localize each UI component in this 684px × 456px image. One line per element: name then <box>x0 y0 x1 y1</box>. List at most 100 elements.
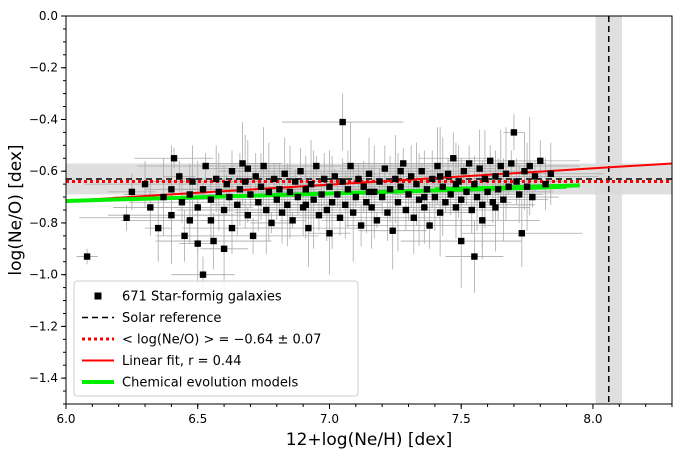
y-tick-label: −1.0 <box>29 268 58 282</box>
data-point <box>487 157 494 165</box>
data-point <box>220 245 228 252</box>
data-point <box>220 206 228 214</box>
data-point <box>199 271 207 278</box>
data-point <box>429 175 436 183</box>
data-point <box>83 253 91 260</box>
data-point <box>442 199 449 206</box>
data-point <box>523 183 531 190</box>
data-point <box>223 180 230 188</box>
data-point <box>502 170 510 177</box>
data-point <box>342 201 349 209</box>
data-point <box>339 118 346 126</box>
data-point <box>386 186 394 193</box>
data-point <box>413 180 420 188</box>
data-point <box>294 193 302 201</box>
legend-label: Chemical evolution models <box>122 376 298 391</box>
data-point <box>265 188 273 196</box>
data-point <box>349 209 357 216</box>
data-point <box>468 206 475 214</box>
y-axis-label: log(Ne/O) [dex] <box>6 144 26 275</box>
data-point <box>323 206 331 214</box>
data-point <box>278 209 286 216</box>
legend-label: Solar reference <box>122 311 221 326</box>
data-point <box>458 237 465 245</box>
data-point <box>392 175 399 183</box>
data-point <box>537 157 544 165</box>
data-point <box>160 193 167 201</box>
data-point <box>400 160 407 167</box>
data-point <box>176 173 183 180</box>
data-point <box>479 201 486 209</box>
y-tick-label: −1.2 <box>29 319 58 333</box>
data-point <box>186 191 194 198</box>
data-point <box>210 237 217 245</box>
data-point <box>381 165 389 172</box>
data-point <box>394 199 402 206</box>
x-axis-label: 12+log(Ne/H) [dex] <box>286 430 452 450</box>
data-point <box>326 183 333 190</box>
data-point <box>263 206 270 214</box>
x-tick-label: 6.0 <box>56 412 75 426</box>
data-point <box>494 186 502 193</box>
data-point <box>207 217 215 224</box>
data-point <box>168 211 175 219</box>
data-point <box>270 175 278 183</box>
data-point <box>405 191 412 198</box>
data-point <box>305 224 312 232</box>
data-point <box>526 162 533 170</box>
data-point <box>423 186 431 193</box>
data-point <box>244 165 251 172</box>
data-point <box>518 230 526 237</box>
data-point <box>226 193 233 201</box>
data-point <box>244 211 251 219</box>
data-point <box>365 188 373 196</box>
data-point <box>389 227 396 234</box>
data-point <box>458 196 465 203</box>
y-tick-label: 0.0 <box>39 9 58 23</box>
data-point <box>252 173 259 180</box>
data-point <box>378 193 386 201</box>
data-point <box>436 209 444 216</box>
data-point <box>344 186 352 193</box>
data-point <box>492 204 499 211</box>
data-point <box>376 178 383 185</box>
reference-lines <box>65 16 673 404</box>
data-point <box>284 201 291 209</box>
data-point <box>447 191 454 198</box>
data-point <box>508 160 515 167</box>
data-point <box>365 170 373 177</box>
x-tick-label: 7.5 <box>452 412 471 426</box>
data-point <box>481 175 489 183</box>
data-point <box>542 180 549 188</box>
data-point <box>484 188 491 196</box>
data-point <box>147 204 154 211</box>
data-point <box>352 193 360 201</box>
data-point <box>363 199 370 206</box>
data-point <box>170 155 178 162</box>
data-point <box>194 240 201 247</box>
data-point <box>302 186 309 193</box>
data-point <box>421 204 428 211</box>
data-point <box>168 186 175 193</box>
data-point <box>331 173 338 180</box>
data-point <box>310 196 317 203</box>
data-point <box>368 204 375 211</box>
data-point <box>268 219 275 227</box>
data-point <box>444 170 452 177</box>
data-point <box>513 178 520 185</box>
data-point <box>473 193 481 201</box>
data-point <box>247 191 254 198</box>
data-point <box>452 180 460 188</box>
data-point <box>297 168 304 175</box>
data-point <box>313 162 320 170</box>
data-point <box>276 186 283 193</box>
data-point <box>373 217 381 224</box>
data-point <box>360 183 367 190</box>
y-tick-label: −0.8 <box>29 216 58 230</box>
data-point <box>155 224 162 232</box>
data-point <box>326 230 333 237</box>
data-point <box>479 217 486 224</box>
y-tick-label: −0.6 <box>29 164 58 178</box>
data-point <box>315 211 323 219</box>
x-axis-ticks: 6.0 6.5 7.0 7.5 8.0 <box>56 404 673 426</box>
